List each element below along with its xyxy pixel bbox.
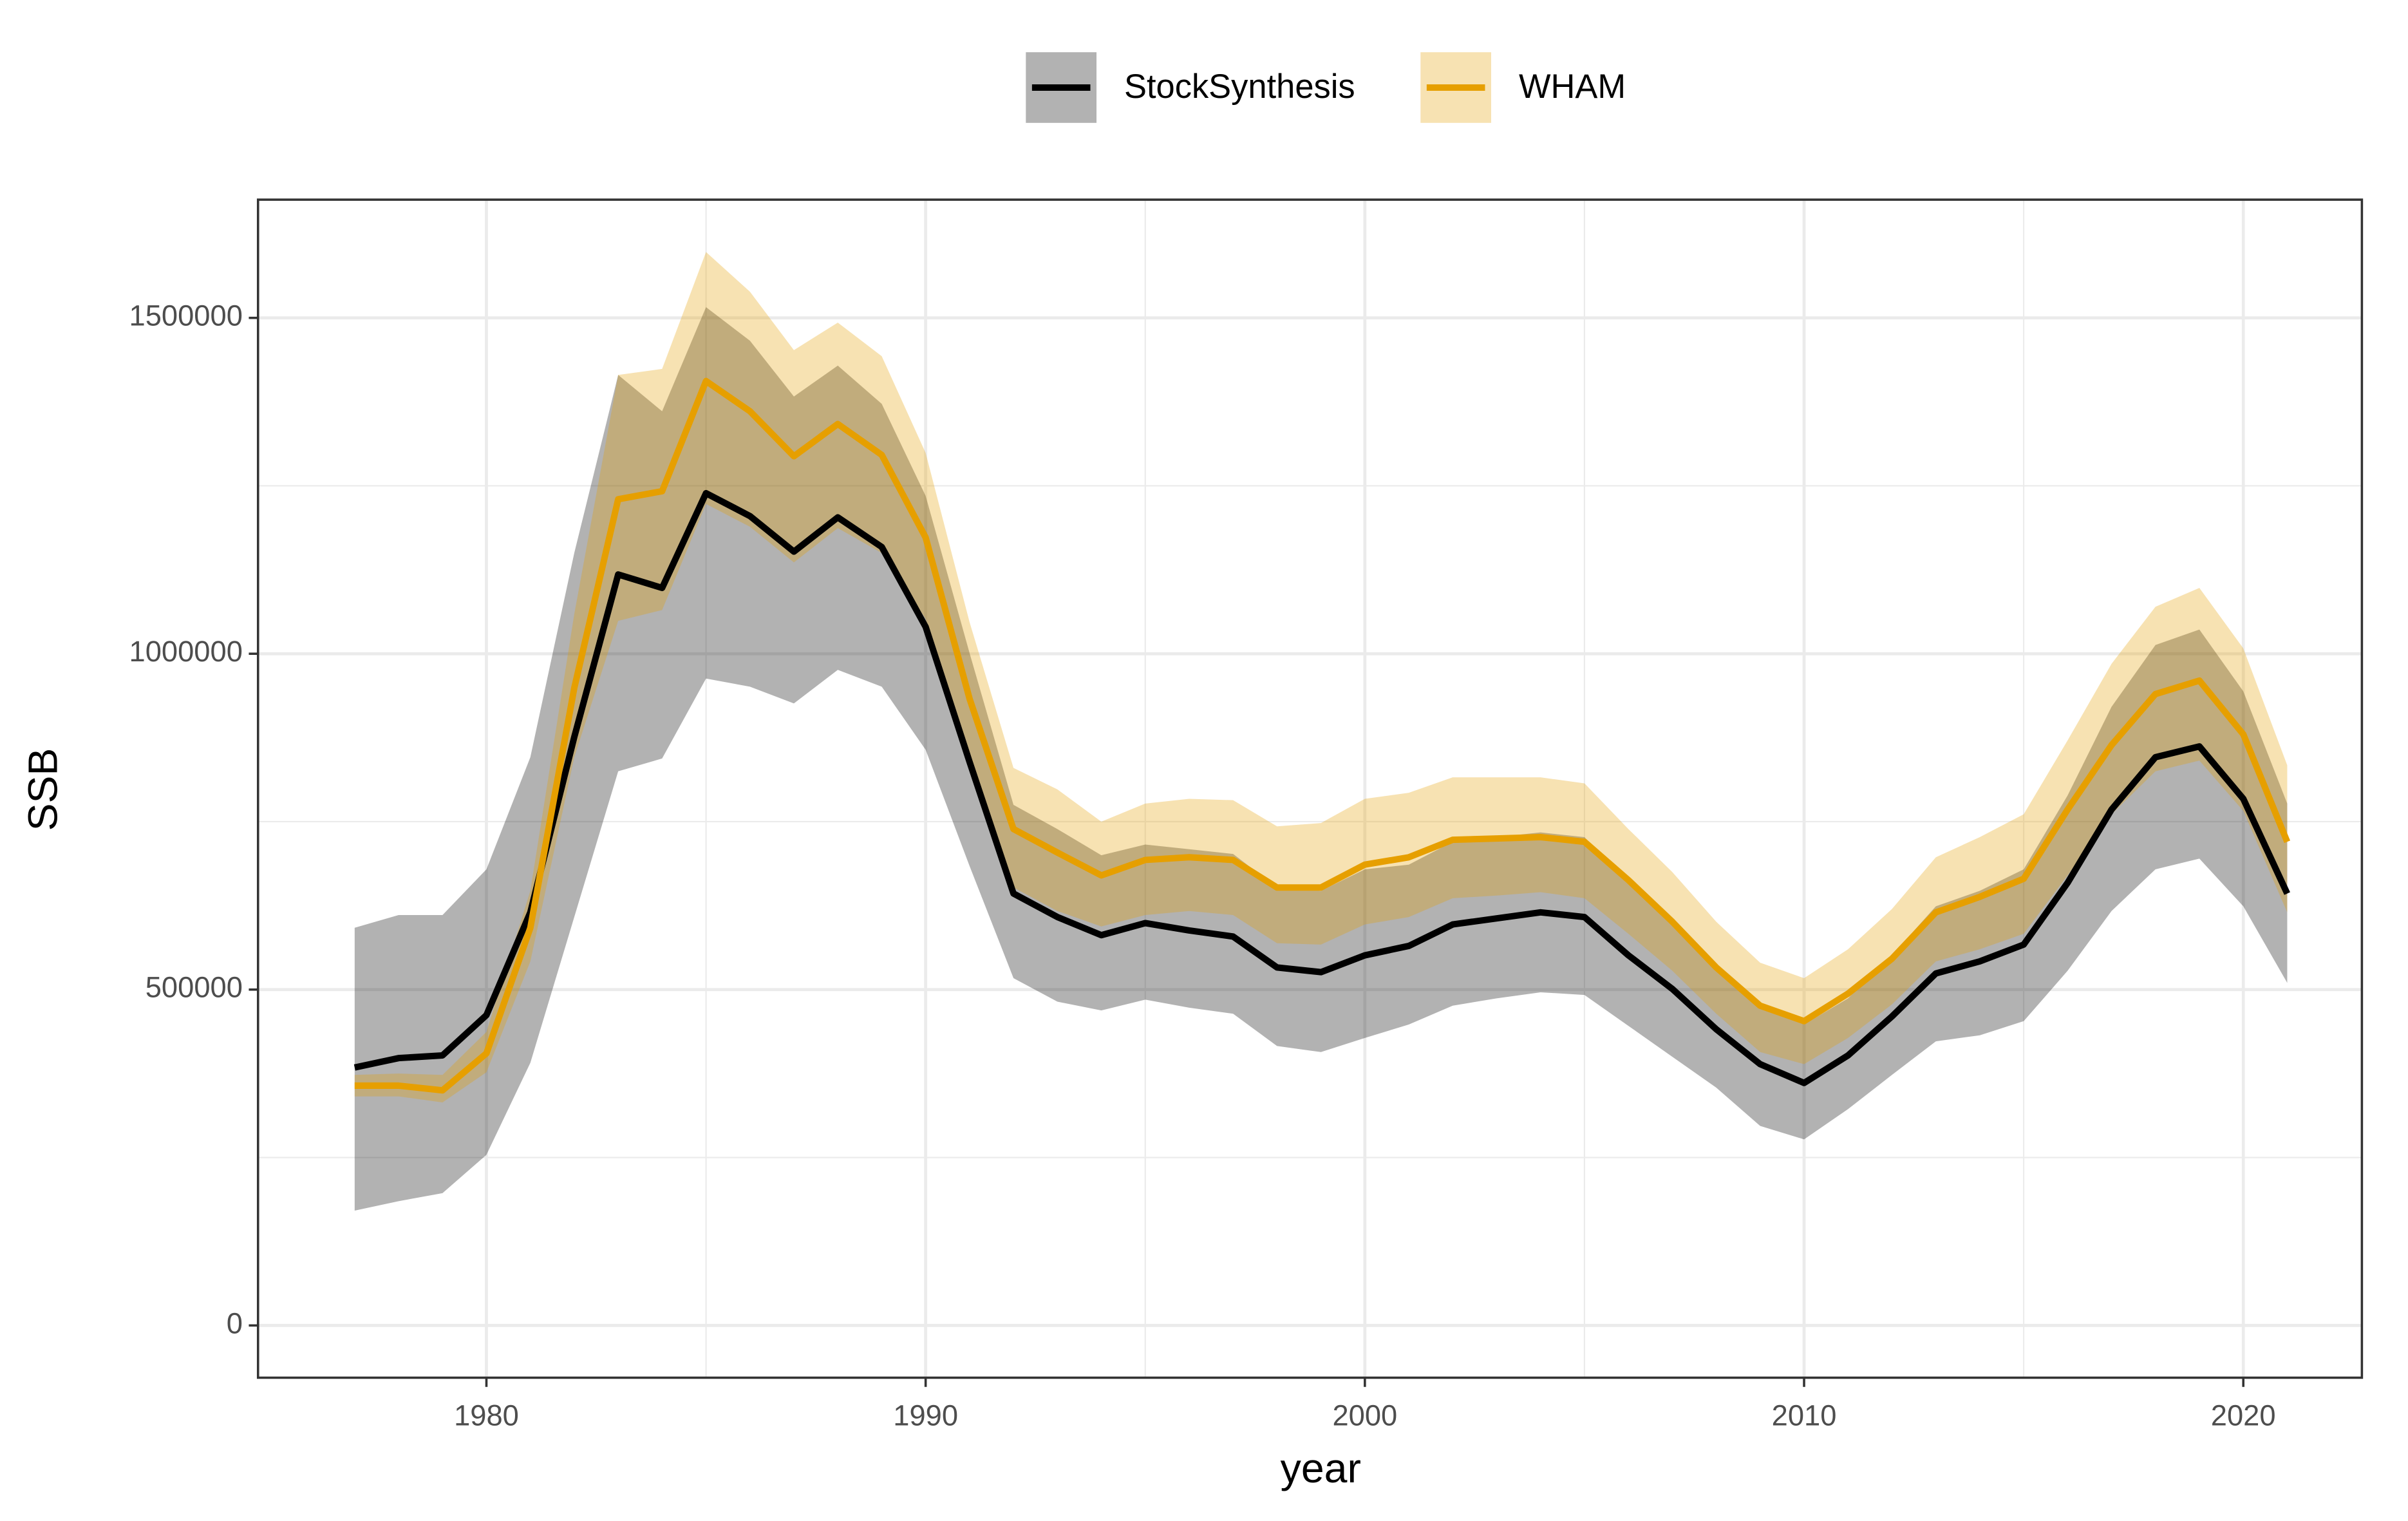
- x-tick-label: 2000: [1332, 1399, 1397, 1431]
- series-line: [354, 377, 2291, 1094]
- x-tick-label: 1980: [454, 1399, 519, 1431]
- x-tick-label: 2010: [1772, 1399, 1837, 1431]
- x-tick-label: 2020: [2211, 1399, 2276, 1431]
- x-axis-title: year: [1281, 1445, 1361, 1491]
- series-line: [353, 489, 2290, 1086]
- y-tick-label: 500000: [146, 971, 243, 1004]
- y-tick-label: 1000000: [129, 635, 243, 668]
- y-axis-title: SSB: [20, 748, 66, 831]
- legend-label: StockSynthesis: [1124, 68, 1355, 106]
- y-tick-label: 0: [227, 1307, 243, 1339]
- legend-label: WHAM: [1519, 68, 1626, 106]
- x-tick-label: 1990: [893, 1399, 958, 1431]
- y-tick-label: 1500000: [129, 299, 243, 332]
- confidence-band: [354, 307, 2288, 1211]
- confidence-band: [354, 252, 2288, 1103]
- panel-border: [256, 198, 2364, 1379]
